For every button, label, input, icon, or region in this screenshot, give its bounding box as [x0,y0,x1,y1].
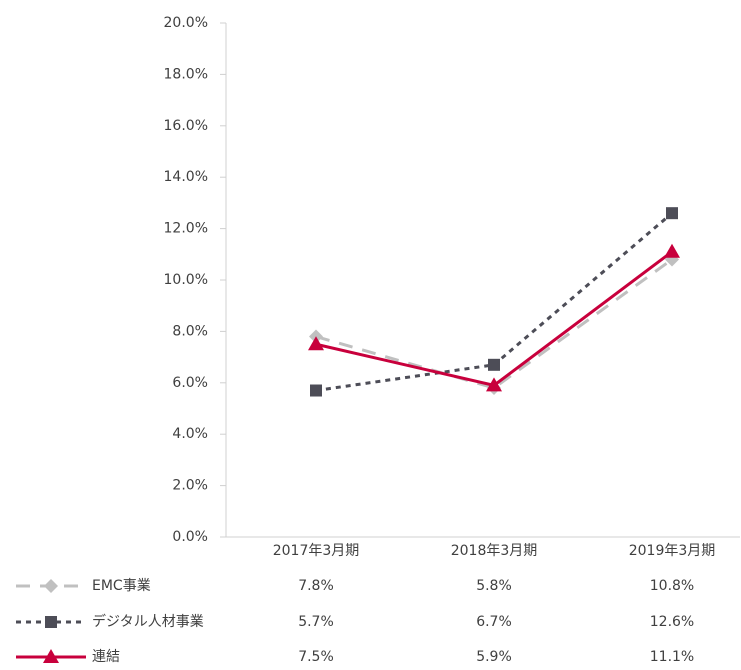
y-tick-label: 16.0% [164,118,208,134]
y-tick-label: 12.0% [164,221,208,237]
x-tick-label: 2017年3月期 [273,543,360,559]
x-tick-label: 2019年3月期 [629,543,716,559]
marker [488,358,500,371]
table-value: 10.8% [650,578,694,594]
legend-label: デジタル人材事業 [92,613,204,630]
y-tick-label: 6.0% [172,375,208,391]
table-value: 7.8% [298,578,334,594]
marker [310,384,322,397]
y-tick-label: 18.0% [164,66,208,82]
marker [486,377,502,392]
marker [43,649,59,663]
table-value: 7.5% [298,649,334,665]
marker [44,579,58,593]
marker [308,336,324,351]
table-value: 11.1% [650,649,694,665]
table-value: 5.8% [476,578,512,594]
y-tick-label: 2.0% [172,478,208,494]
marker [666,207,678,220]
y-tick-label: 14.0% [164,169,208,185]
y-tick-label: 20.0% [164,15,208,31]
marker [45,616,57,628]
table-value: 5.7% [298,614,334,630]
marker [664,243,680,258]
legend-label: 連結 [92,649,120,665]
table-value: 6.7% [476,614,512,630]
y-tick-label: 10.0% [164,272,208,288]
y-tick-label: 8.0% [172,323,208,339]
y-tick-label: 4.0% [172,426,208,442]
table-value: 5.9% [476,649,512,665]
table-value: 12.6% [650,614,694,630]
series-line [315,258,673,390]
x-tick-label: 2018年3月期 [451,543,538,559]
legend-label: EMC事業 [92,578,151,594]
y-tick-label: 0.0% [172,529,208,545]
